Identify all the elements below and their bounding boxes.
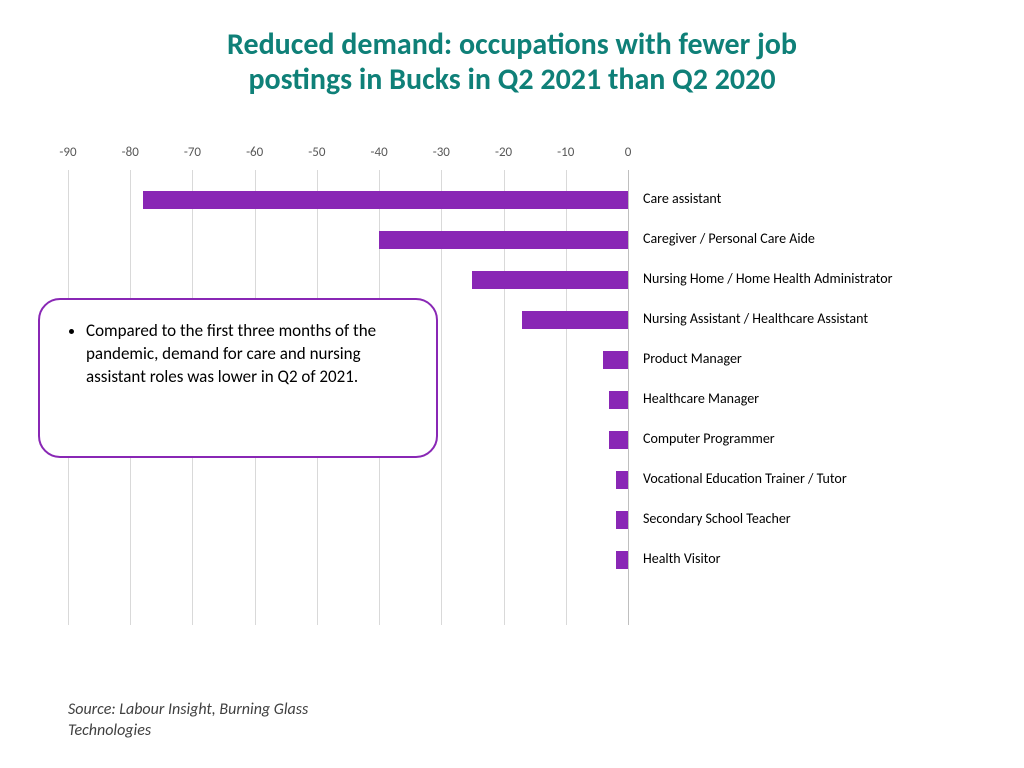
- bar-row: Caregiver / Personal Care Aide: [68, 225, 628, 265]
- bar-row: Health Visitor: [68, 545, 628, 585]
- bar-label: Computer Programmer: [643, 430, 775, 447]
- callout-text: Compared to the first three months of th…: [86, 320, 414, 389]
- bar-label: Secondary School Teacher: [643, 510, 791, 527]
- bar-label: Caregiver / Personal Care Aide: [643, 230, 815, 247]
- bar: [472, 271, 628, 289]
- bar: [522, 311, 628, 329]
- x-tick-label: -40: [371, 145, 388, 160]
- bar-label: Product Manager: [643, 350, 742, 367]
- bar-label: Vocational Education Trainer / Tutor: [643, 470, 847, 487]
- x-tick-label: -80: [122, 145, 139, 160]
- bar: [143, 191, 628, 209]
- x-tick-label: -50: [308, 145, 325, 160]
- bar-row: Secondary School Teacher: [68, 505, 628, 545]
- title-line2: postings in Bucks in Q2 2021 than Q2 202…: [248, 61, 775, 98]
- gridline: [628, 170, 629, 625]
- bar: [609, 391, 628, 409]
- bar-label: Nursing Home / Home Health Administrator: [643, 270, 892, 287]
- bar: [616, 551, 628, 569]
- bar: [616, 511, 628, 529]
- x-tick-label: -30: [433, 145, 450, 160]
- bar: [616, 471, 628, 489]
- bar-label: Health Visitor: [643, 550, 720, 567]
- source-line2: Technologies: [68, 721, 151, 740]
- source-attribution: Source: Labour Insight, Burning Glass Te…: [68, 700, 308, 742]
- chart-title: Reduced demand: occupations with fewer j…: [0, 0, 1024, 97]
- x-tick-label: -70: [184, 145, 201, 160]
- source-line1: Source: Labour Insight, Burning Glass: [68, 700, 308, 719]
- x-tick-label: -10: [557, 145, 574, 160]
- bar-label: Nursing Assistant / Healthcare Assistant: [643, 310, 868, 327]
- bar: [379, 231, 628, 249]
- bar-label: Care assistant: [643, 190, 721, 207]
- bar: [603, 351, 628, 369]
- bar-row: Vocational Education Trainer / Tutor: [68, 465, 628, 505]
- x-tick-label: 0: [625, 145, 632, 160]
- bar: [609, 431, 628, 449]
- bar-row: Care assistant: [68, 185, 628, 225]
- x-tick-label: -20: [495, 145, 512, 160]
- callout-box: Compared to the first three months of th…: [38, 298, 438, 458]
- x-tick-label: -90: [59, 145, 76, 160]
- bar-label: Healthcare Manager: [643, 390, 759, 407]
- x-tick-label: -60: [246, 145, 263, 160]
- title-line1: Reduced demand: occupations with fewer j…: [227, 26, 797, 63]
